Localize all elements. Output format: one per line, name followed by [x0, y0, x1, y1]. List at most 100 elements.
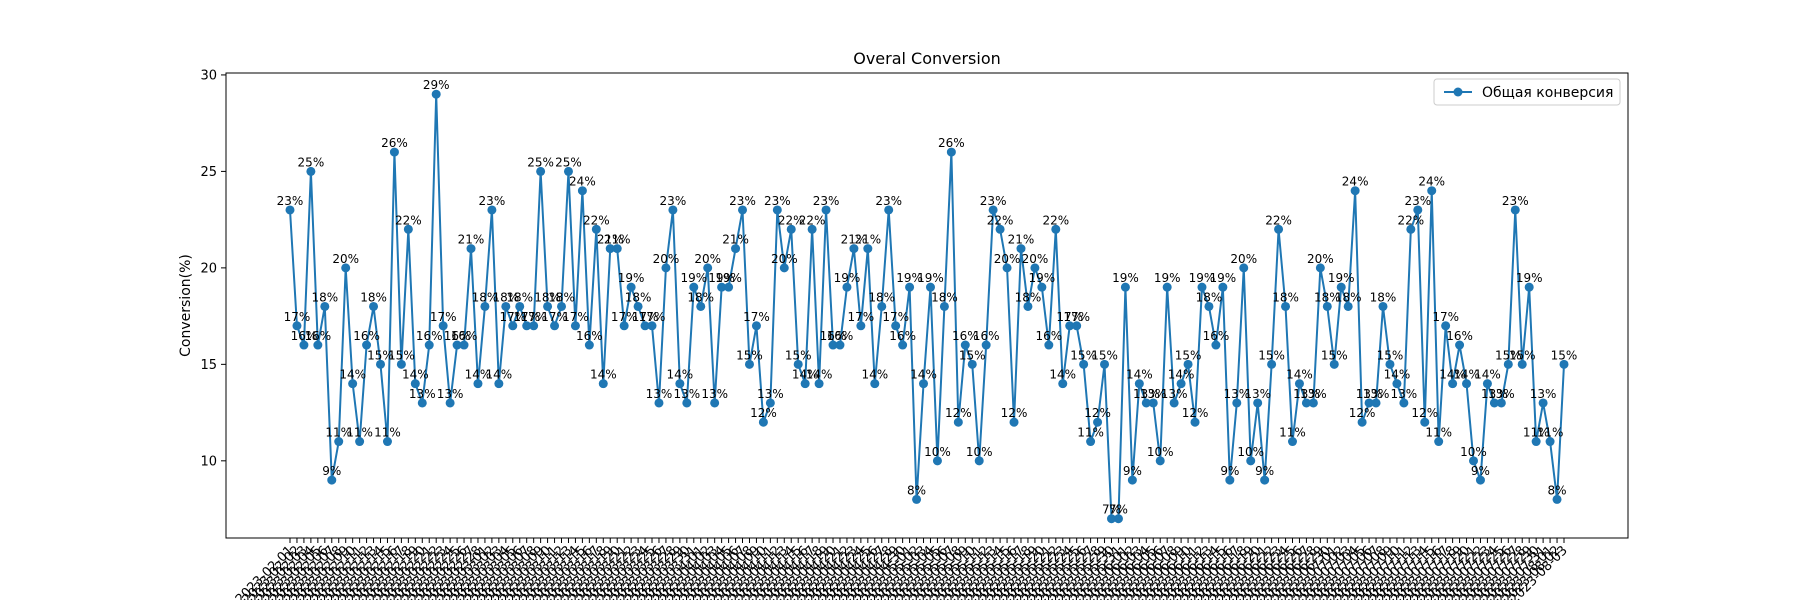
data-label: 16% [889, 329, 916, 343]
data-label: 23% [1502, 194, 1529, 208]
data-point [738, 205, 748, 215]
chart-title: Overal Conversion [853, 49, 1001, 68]
data-point [445, 398, 455, 408]
y-axis: 10 15 20 25 30 [200, 68, 226, 469]
data-point [550, 321, 560, 331]
data-label: 14% [910, 368, 937, 382]
data-point [522, 321, 532, 331]
legend-marker-swatch [1453, 87, 1463, 97]
data-point [682, 398, 692, 408]
data-point [717, 282, 727, 292]
data-point [884, 205, 894, 215]
data-label: 10% [1237, 445, 1264, 459]
data-label: 21% [597, 233, 624, 247]
data-label: 25% [298, 155, 325, 169]
data-point [1162, 282, 1172, 292]
data-label: 22% [1398, 213, 1425, 227]
data-label: 12% [1411, 406, 1438, 420]
data-label: 12% [1001, 406, 1028, 420]
data-point [1462, 379, 1472, 389]
data-label: 11% [1537, 426, 1564, 440]
data-label: 19% [917, 271, 944, 285]
data-point [487, 205, 497, 215]
y-axis-label: Conversion(%) [178, 254, 194, 357]
data-label: 15% [1175, 348, 1202, 362]
data-point [1211, 340, 1221, 350]
data-label: 10% [924, 445, 951, 459]
data-label: 16% [820, 329, 847, 343]
data-point [1315, 263, 1325, 273]
data-point [376, 359, 386, 369]
data-point [981, 340, 991, 350]
data-label: 18% [1015, 290, 1042, 304]
data-point [1336, 282, 1346, 292]
data-label: 20% [332, 252, 359, 266]
data-point [1037, 282, 1047, 292]
data-point [786, 224, 796, 234]
data-label: 13% [1223, 387, 1250, 401]
y-tick-label: 30 [200, 68, 217, 83]
data-label: 13% [1133, 387, 1160, 401]
data-point [1100, 359, 1110, 369]
data-point [1552, 494, 1562, 504]
legend-box [1433, 78, 1621, 106]
data-label: 16% [576, 329, 603, 343]
data-label: 18% [625, 290, 652, 304]
data-point [772, 205, 782, 215]
data-point [1524, 282, 1534, 292]
data-point [389, 147, 399, 157]
data-label: 15% [1258, 348, 1285, 362]
data-point [1308, 398, 1318, 408]
data-point [1120, 282, 1130, 292]
data-label: 10% [966, 445, 993, 459]
data-label: 13% [757, 387, 784, 401]
data-label: 16% [973, 329, 1000, 343]
data-label: 23% [660, 194, 687, 208]
data-point [1301, 398, 1311, 408]
data-label: 21% [841, 233, 868, 247]
data-label: 12% [945, 406, 972, 420]
data-label: 23% [980, 194, 1007, 208]
data-point [835, 340, 845, 350]
data-label: 20% [1022, 252, 1049, 266]
data-point [703, 263, 713, 273]
data-label: 19% [680, 271, 707, 285]
y-tick-label: 25 [200, 165, 217, 180]
data-label: 12% [1084, 406, 1111, 420]
data-label: 18% [472, 290, 499, 304]
data-label: 19% [1112, 271, 1139, 285]
data-point [591, 224, 601, 234]
data-point [1030, 263, 1040, 273]
data-point [1343, 301, 1353, 311]
data-label: 13% [1161, 387, 1188, 401]
data-point [800, 379, 810, 389]
data-point [1044, 340, 1054, 350]
data-label: 14% [1474, 368, 1501, 382]
data-label: 24% [569, 175, 596, 189]
data-point [1267, 359, 1277, 369]
data-label: 7% [1109, 503, 1128, 517]
data-point [863, 244, 873, 254]
data-point [967, 359, 977, 369]
data-label: 17% [611, 310, 638, 324]
data-label: 16% [444, 329, 471, 343]
data-point [1503, 359, 1513, 369]
data-label: 11% [1279, 426, 1306, 440]
data-point [1441, 321, 1451, 331]
data-label: 18% [1314, 290, 1341, 304]
data-label: 18% [1370, 290, 1397, 304]
data-label: 12% [750, 406, 777, 420]
data-point [473, 379, 483, 389]
data-point [285, 205, 295, 215]
data-label: 17% [1432, 310, 1459, 324]
data-label: 17% [639, 310, 666, 324]
data-label: 23% [479, 194, 506, 208]
data-point [1169, 398, 1179, 408]
data-point [355, 437, 365, 447]
data-label: 12% [1349, 406, 1376, 420]
data-point [1538, 398, 1548, 408]
data-point [793, 359, 803, 369]
data-point [480, 301, 490, 311]
data-label: 13% [1140, 387, 1167, 401]
